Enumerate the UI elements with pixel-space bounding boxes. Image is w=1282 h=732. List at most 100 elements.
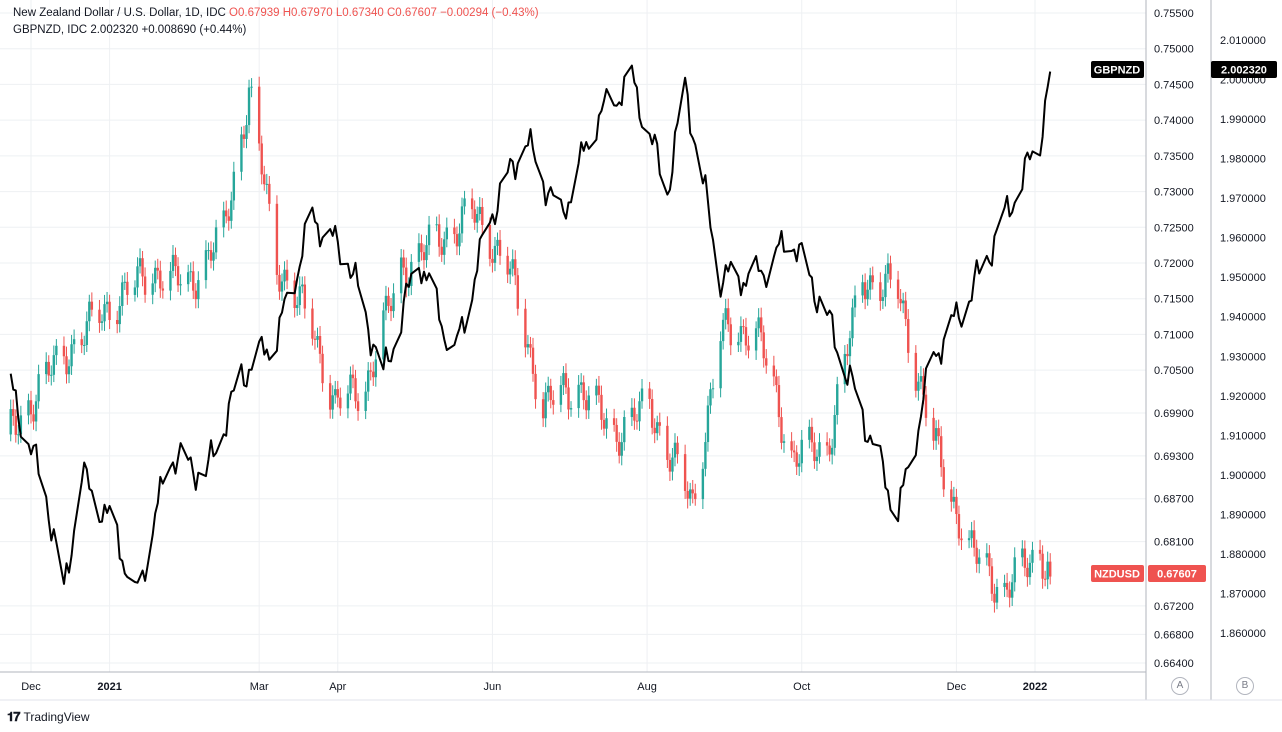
nzdusd-candle-body (369, 370, 372, 372)
axis-a-tick-label: 0.72000 (1154, 258, 1194, 270)
nzdusd-candle-body (846, 353, 849, 357)
axis-a-tick-label: 0.73500 (1154, 151, 1194, 163)
nzdusd-candle-body (422, 252, 426, 261)
time-axis-label: 2021 (97, 681, 121, 693)
nzdusd-candle-body (105, 301, 109, 305)
nzdusd-candle-body (1026, 567, 1029, 578)
nzdusd-candle-body (595, 385, 598, 396)
nzdusd-candle-body (133, 287, 137, 295)
nzdusd-candle-body (585, 400, 588, 411)
gbpnzd-tag-label: GBPNZD (1094, 65, 1141, 77)
nzdusd-candle-body (993, 593, 996, 603)
nzdusd-candle-body (792, 450, 796, 453)
nzdusd-candle-body (815, 456, 819, 462)
nzdusd-candle-body (514, 259, 517, 276)
nzdusd-candle-body (508, 268, 512, 275)
nzdusd-candle-body (1046, 561, 1049, 580)
time-axis-label: Oct (793, 681, 810, 693)
nzdusd-candle-body (278, 274, 281, 292)
nzdusd-candle-body (108, 301, 111, 321)
nzdusd-candle-body (577, 384, 580, 409)
nzdusd-candle-body (346, 393, 350, 409)
nzdusd-candle-body (737, 341, 740, 346)
nzdusd-candle-body (899, 298, 902, 304)
scale-b-button[interactable]: B (1236, 677, 1254, 695)
nzdusd-candle-body (55, 345, 58, 356)
axis-b-tick-label: 1.950000 (1220, 272, 1266, 284)
gbpnzd-legend[interactable]: GBPNZD, IDC 2.002320 +0.008690 (+0.44%) (13, 24, 246, 36)
axis-b-tick-label: 1.870000 (1220, 588, 1266, 600)
nzdusd-candle-body (80, 339, 83, 346)
nzdusd-candle-body (851, 307, 854, 339)
nzdusd-candle-body (171, 254, 175, 271)
nzdusd-candle-body (83, 344, 86, 346)
tradingview-logo[interactable]: 𝟏𝟕 TradingView (7, 709, 90, 725)
nzdusd-candle-body (19, 415, 23, 435)
nzdusd-candle-body (896, 279, 900, 299)
nzdusd-candle-body (869, 275, 872, 290)
nzdusd-candle-body (772, 365, 776, 377)
axis-a-tick-label: 0.68100 (1154, 537, 1194, 549)
nzdusd-candle-body (126, 281, 129, 295)
gbpnzd-price-tag: GBPNZD 2.002320 (1091, 61, 1277, 78)
nzdusd-candle-body (747, 345, 750, 351)
nzdusd-candle-body (384, 295, 388, 311)
axis-a-tick-label: 0.74500 (1154, 79, 1194, 91)
nzdusd-candle-body (721, 319, 725, 342)
nzdusd-candle-body (932, 417, 935, 441)
axis-a-tick-label: 0.71000 (1154, 329, 1194, 341)
nzdusd-candle-body (739, 326, 743, 342)
time-axis-label: Dec (947, 681, 967, 693)
nzdusd-candle-body (328, 383, 332, 410)
nzdusd-candle-body (349, 374, 352, 394)
nzdusd-candle-body (331, 395, 334, 410)
nzdusd-candle-body (754, 328, 758, 351)
nzdusd-candle-body (620, 442, 623, 456)
time-axis-label: Aug (637, 681, 657, 693)
nzdusd-candle-body (275, 203, 279, 275)
nzdusd-candle-body (922, 376, 925, 395)
scale-a-button[interactable]: A (1171, 677, 1189, 695)
nzdusd-candle-body (121, 282, 124, 307)
nzdusd-candle-body (367, 370, 370, 392)
nzdusd-candle-body (605, 418, 608, 429)
nzdusd-candle-body (151, 283, 154, 295)
time-axis[interactable]: Dec 2021 Mar Apr Jun Aug Oct Dec 2022 (21, 681, 1047, 693)
nzdusd-candle-body (116, 320, 119, 325)
nzdusd-candle-body (473, 209, 476, 223)
nzdusd-candle-body (34, 401, 38, 422)
nzdusd-candle-body (612, 418, 616, 425)
nzdusd-candle-body (1028, 562, 1032, 578)
nzdusd-candle-body (197, 280, 200, 300)
nzdusd-candle-body (1010, 582, 1014, 598)
nzdusd-legend[interactable]: New Zealand Dollar / U.S. Dollar, 1D, ID… (13, 7, 539, 19)
nzdusd-candle-body (141, 258, 144, 277)
nzdusd-candle-body (399, 257, 403, 294)
nzdusd-candle-body (154, 267, 157, 284)
axis-b-tick-label: 1.920000 (1220, 391, 1266, 403)
nzdusd-candle-body (638, 401, 641, 422)
nzdusd-candle-body (825, 442, 829, 446)
nzdusd-candle-body (711, 388, 715, 390)
nzdusd-legend-open: O0.67939 (229, 7, 280, 19)
price-axis-a[interactable]: 0.75500 0.75000 0.74500 0.74000 0.73500 0.730… (1154, 8, 1194, 670)
nzdusd-candle-body (648, 388, 651, 399)
axis-a-tick-label: 0.67200 (1154, 601, 1194, 613)
nzdusd-candle-body (372, 371, 375, 378)
nzdusd-candle-body (192, 271, 195, 291)
nzdusd-candle-body (623, 417, 626, 443)
nzdusd-candle-body (374, 359, 378, 378)
nzdusd-candle-body (285, 269, 289, 281)
nzdusd-candle-body (914, 352, 918, 391)
price-axis-b[interactable]: 2.0100002.0000001.9900001.9800001.970000… (1220, 35, 1266, 640)
nzdusd-candle-body (967, 538, 971, 541)
nzdusd-candle-body (138, 258, 142, 267)
nzdusd-candle-body (336, 389, 339, 398)
nzdusd-candle-body (600, 394, 603, 420)
nzdusd-candle-body (98, 309, 101, 323)
nzdusd-candle-body (552, 400, 555, 405)
nzdusd-candle-body (861, 282, 864, 296)
axis-a-tick-label: 0.73000 (1154, 187, 1194, 199)
nzdusd-candle-body (701, 468, 705, 500)
